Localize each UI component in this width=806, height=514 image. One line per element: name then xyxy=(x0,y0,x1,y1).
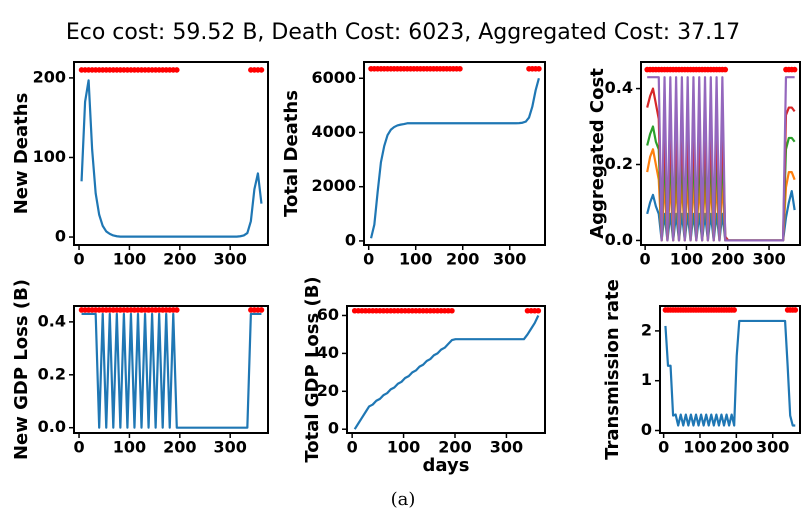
marker xyxy=(722,66,729,73)
marker xyxy=(792,307,799,313)
axes-frame xyxy=(363,61,546,246)
y-axis-label: Aggregated Cost xyxy=(587,68,608,239)
plot-area xyxy=(662,307,799,427)
y-tick-label: 0.0 xyxy=(38,417,66,436)
figure-title: Eco cost: 59.52 B, Death Cost: 6023, Agg… xyxy=(66,20,740,45)
marker xyxy=(535,307,542,314)
y-tick-label: 2000 xyxy=(311,176,356,195)
x-tick-label: 200 xyxy=(711,250,744,269)
marker xyxy=(449,307,455,314)
y-tick-label: 0.0 xyxy=(605,230,633,249)
marker xyxy=(536,65,542,72)
x-tick-label: 0 xyxy=(363,250,374,269)
y-tick-label: 0 xyxy=(345,230,356,249)
y-axis-label: New GDP Loss (B) xyxy=(11,279,32,460)
x-tick-label: 300 xyxy=(756,438,789,457)
x-tick-label: 100 xyxy=(683,438,716,457)
marker xyxy=(173,67,180,73)
y-tick-label: 6000 xyxy=(311,68,356,87)
series-line xyxy=(647,76,795,242)
marker xyxy=(258,307,265,313)
y-tick-label: 0 xyxy=(55,227,66,246)
x-tick-label: 200 xyxy=(163,250,196,269)
y-tick-label: 2 xyxy=(641,320,652,339)
x-tick-label: 300 xyxy=(214,250,247,269)
y-tick-label: 60 xyxy=(317,305,339,324)
x-tick-label: 100 xyxy=(399,250,432,269)
y-tick-label: 4000 xyxy=(311,122,356,141)
x-tick-label: 300 xyxy=(752,250,785,269)
plot-area xyxy=(78,307,265,429)
axes-frame xyxy=(659,305,801,434)
series-line xyxy=(664,319,796,427)
y-tick-label: 0.4 xyxy=(605,78,633,97)
y-tick-label: 0.4 xyxy=(38,311,66,330)
x-tick-label: 300 xyxy=(214,438,247,457)
series-line xyxy=(81,312,262,429)
series-line xyxy=(353,315,540,430)
axes-frame xyxy=(73,61,269,246)
y-tick-label: 0.2 xyxy=(38,364,66,383)
axes-frame xyxy=(346,305,546,434)
y-tick-label: 100 xyxy=(33,147,66,166)
plot-area xyxy=(78,67,265,238)
x-tick-label: 0 xyxy=(658,438,669,457)
x-tick-label: 0 xyxy=(347,438,358,457)
y-axis-label: Total Deaths xyxy=(281,90,302,217)
x-tick-label: 200 xyxy=(438,438,471,457)
x-tick-label: 200 xyxy=(720,438,753,457)
x-axis-label: days xyxy=(423,455,470,476)
y-tick-label: 0.2 xyxy=(605,154,633,173)
caption: (a) xyxy=(391,489,416,510)
plot-area xyxy=(351,307,542,430)
y-tick-label: 20 xyxy=(317,381,339,400)
series-line xyxy=(369,77,540,239)
x-tick-label: 200 xyxy=(446,250,479,269)
x-tick-label: 300 xyxy=(493,250,526,269)
y-tick-label: 40 xyxy=(317,343,339,362)
x-tick-label: 100 xyxy=(670,250,703,269)
x-tick-label: 200 xyxy=(163,438,196,457)
axes-frame xyxy=(73,305,269,434)
y-tick-label: 200 xyxy=(33,67,66,86)
marker xyxy=(173,307,180,313)
y-tick-label: 1 xyxy=(641,370,652,389)
marker xyxy=(791,66,798,73)
axes-frame xyxy=(640,61,801,246)
marker xyxy=(258,67,265,73)
y-axis-label: Transmission rate xyxy=(602,279,623,460)
plot-area xyxy=(368,65,542,239)
series-line xyxy=(80,79,263,238)
x-tick-label: 0 xyxy=(73,438,84,457)
marker xyxy=(731,307,737,313)
x-tick-label: 0 xyxy=(73,250,84,269)
y-axis-label: New Deaths xyxy=(11,93,32,215)
x-tick-label: 300 xyxy=(490,438,523,457)
plot-area xyxy=(644,66,798,242)
x-tick-label: 100 xyxy=(113,438,146,457)
x-tick-label: 100 xyxy=(113,250,146,269)
y-tick-label: 0 xyxy=(641,420,652,439)
y-tick-label: 0 xyxy=(328,419,339,438)
x-tick-label: 0 xyxy=(640,250,651,269)
marker xyxy=(457,65,463,72)
y-axis-label: Total GDP Loss (B) xyxy=(302,276,323,462)
x-tick-label: 100 xyxy=(387,438,420,457)
